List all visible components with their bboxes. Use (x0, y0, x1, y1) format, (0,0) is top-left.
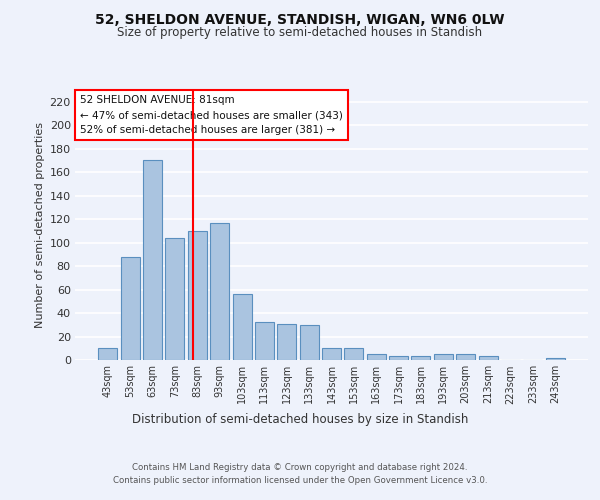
Bar (299, 325, 319, 360)
Bar (344, 348, 364, 360)
Bar (456, 354, 475, 360)
Bar (98, 348, 118, 360)
Text: 52, SHELDON AVENUE, STANDISH, WIGAN, WN6 0LW: 52, SHELDON AVENUE, STANDISH, WIGAN, WN6… (95, 12, 505, 26)
Bar (166, 238, 184, 360)
Text: Contains public sector information licensed under the Open Government Licence v3: Contains public sector information licen… (113, 476, 487, 485)
Bar (322, 348, 341, 360)
Text: 52 SHELDON AVENUE: 81sqm
← 47% of semi-detached houses are smaller (343)
52% of : 52 SHELDON AVENUE: 81sqm ← 47% of semi-d… (80, 96, 343, 135)
Bar (210, 222, 229, 360)
Bar (434, 354, 453, 360)
Text: Size of property relative to semi-detached houses in Standish: Size of property relative to semi-detach… (118, 26, 482, 39)
Bar (121, 256, 140, 360)
Bar (479, 356, 497, 360)
Bar (367, 354, 386, 360)
Bar (188, 231, 207, 360)
Bar (255, 322, 274, 360)
Bar (389, 356, 408, 360)
Bar (143, 160, 162, 360)
Text: Contains HM Land Registry data © Crown copyright and database right 2024.: Contains HM Land Registry data © Crown c… (132, 462, 468, 471)
Bar (277, 324, 296, 360)
Bar (412, 356, 430, 360)
Text: Distribution of semi-detached houses by size in Standish: Distribution of semi-detached houses by … (132, 412, 468, 426)
Y-axis label: Number of semi-detached properties: Number of semi-detached properties (35, 122, 46, 328)
Bar (233, 294, 251, 360)
Bar (545, 358, 565, 360)
